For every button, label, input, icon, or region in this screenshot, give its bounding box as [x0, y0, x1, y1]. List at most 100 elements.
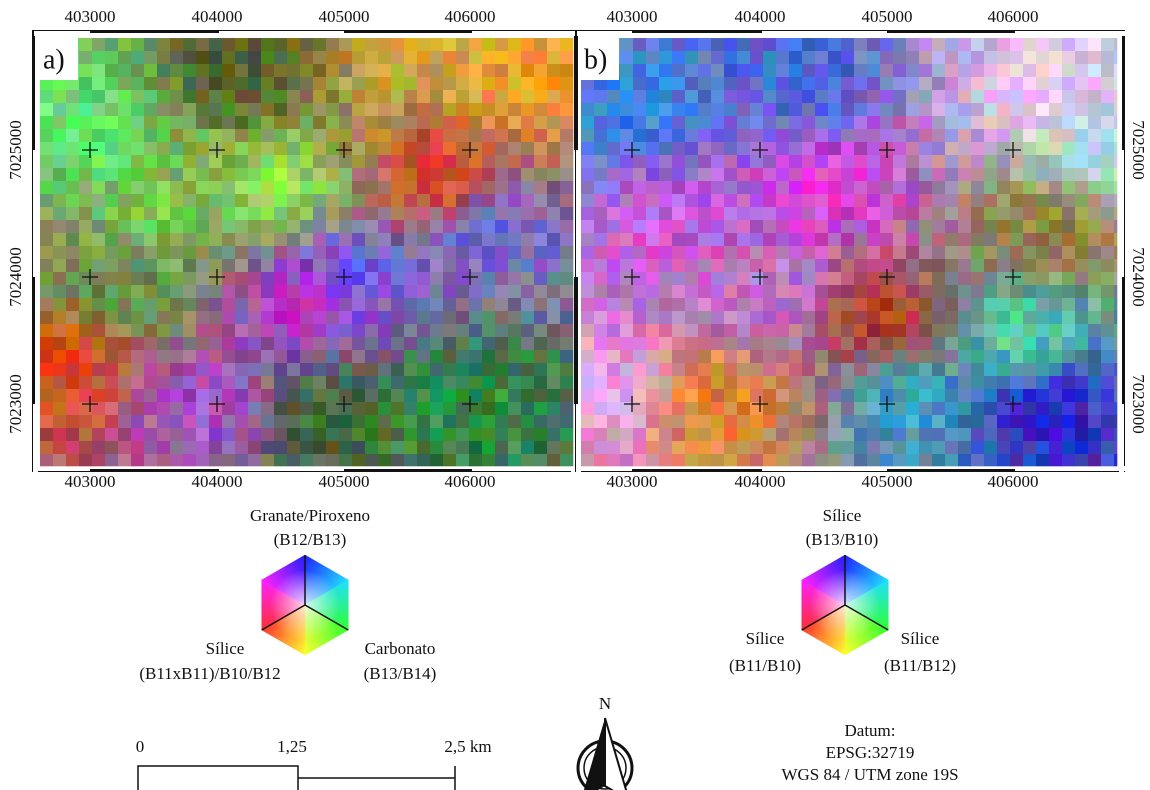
- raster-pixel: [1049, 298, 1062, 311]
- raster-pixel: [40, 103, 53, 116]
- raster-pixel: [521, 142, 534, 155]
- raster-pixel: [66, 350, 79, 363]
- raster-pixel: [1036, 155, 1049, 168]
- raster-pixel: [1062, 64, 1075, 77]
- raster-pixel: [534, 116, 547, 129]
- raster-pixel: [997, 155, 1010, 168]
- raster-pixel: [1010, 129, 1023, 142]
- raster-pixel: [633, 103, 646, 116]
- raster-pixel: [750, 324, 763, 337]
- raster-pixel: [365, 194, 378, 207]
- raster-pixel: [209, 337, 222, 350]
- raster-pixel: [932, 402, 945, 415]
- raster-pixel: [1075, 415, 1088, 428]
- raster-pixel: [971, 77, 984, 90]
- raster-pixel: [672, 103, 685, 116]
- raster-pixel: [711, 233, 724, 246]
- raster-pixel: [352, 428, 365, 441]
- raster-pixel: [932, 155, 945, 168]
- raster-pixel: [763, 207, 776, 220]
- raster-pixel: [326, 64, 339, 77]
- raster-pixel: [1088, 324, 1101, 337]
- raster-pixel: [815, 402, 828, 415]
- raster-pixel: [66, 324, 79, 337]
- raster-pixel: [391, 38, 404, 51]
- raster-pixel: [53, 116, 66, 129]
- raster-pixel: [906, 363, 919, 376]
- raster-pixel: [131, 415, 144, 428]
- raster-pixel: [40, 415, 53, 428]
- raster-pixel: [867, 90, 880, 103]
- legend-label: (B11/B10): [729, 656, 801, 675]
- raster-pixel: [183, 376, 196, 389]
- raster-pixel: [469, 285, 482, 298]
- raster-pixel: [300, 441, 313, 454]
- raster-pixel: [789, 259, 802, 272]
- raster-pixel: [607, 116, 620, 129]
- raster-pixel: [854, 415, 867, 428]
- raster-pixel: [646, 90, 659, 103]
- y-coordinate-label: 7024000: [1129, 247, 1148, 307]
- raster-pixel: [724, 350, 737, 363]
- raster-pixel: [1101, 233, 1114, 246]
- raster-pixel: [40, 337, 53, 350]
- raster-pixel: [170, 233, 183, 246]
- raster-pixel: [404, 129, 417, 142]
- raster-pixel: [157, 350, 170, 363]
- raster-pixel: [287, 337, 300, 350]
- raster-pixel: [313, 454, 326, 466]
- raster-pixel: [40, 272, 53, 285]
- raster-pixel: [209, 311, 222, 324]
- raster-pixel: [685, 454, 698, 466]
- raster-pixel: [456, 51, 469, 64]
- raster-pixel: [66, 246, 79, 259]
- raster-pixel: [196, 350, 209, 363]
- raster-pixel: [867, 181, 880, 194]
- raster-pixel: [802, 441, 815, 454]
- raster-pixel: [815, 428, 828, 441]
- scale-label: 0: [136, 737, 145, 756]
- raster-pixel: [430, 90, 443, 103]
- raster-pixel: [867, 311, 880, 324]
- raster-pixel: [607, 103, 620, 116]
- raster-pixel: [932, 64, 945, 77]
- raster-pixel: [737, 77, 750, 90]
- raster-pixel: [391, 246, 404, 259]
- raster-pixel: [698, 207, 711, 220]
- raster-pixel: [1101, 259, 1114, 272]
- raster-pixel: [633, 90, 646, 103]
- raster-pixel: [906, 90, 919, 103]
- raster-pixel: [1049, 454, 1062, 466]
- raster-pixel: [1023, 285, 1036, 298]
- raster-pixel: [984, 389, 997, 402]
- raster-pixel: [274, 168, 287, 181]
- raster-pixel: [659, 441, 672, 454]
- raster-pixel: [365, 129, 378, 142]
- raster-pixel: [1088, 90, 1101, 103]
- raster-pixel: [1075, 259, 1088, 272]
- raster-pixel: [456, 90, 469, 103]
- raster-pixel: [378, 38, 391, 51]
- raster-pixel: [685, 51, 698, 64]
- raster-pixel: [209, 181, 222, 194]
- raster-pixel: [620, 64, 633, 77]
- raster-pixel: [711, 116, 724, 129]
- raster-pixel: [919, 51, 932, 64]
- raster-pixel: [144, 428, 157, 441]
- raster-pixel: [1088, 402, 1101, 415]
- raster-pixel: [378, 311, 391, 324]
- raster-pixel: [1010, 51, 1023, 64]
- raster-pixel: [274, 272, 287, 285]
- raster-pixel: [984, 311, 997, 324]
- raster-pixel: [1062, 311, 1075, 324]
- raster-pixel: [594, 259, 607, 272]
- raster-pixel: [222, 246, 235, 259]
- raster-pixel: [66, 259, 79, 272]
- raster-pixel: [815, 38, 828, 51]
- raster-pixel: [378, 441, 391, 454]
- raster-pixel: [534, 350, 547, 363]
- raster-pixel: [789, 38, 802, 51]
- raster-pixel: [1010, 155, 1023, 168]
- raster-pixel: [248, 155, 261, 168]
- raster-pixel: [984, 337, 997, 350]
